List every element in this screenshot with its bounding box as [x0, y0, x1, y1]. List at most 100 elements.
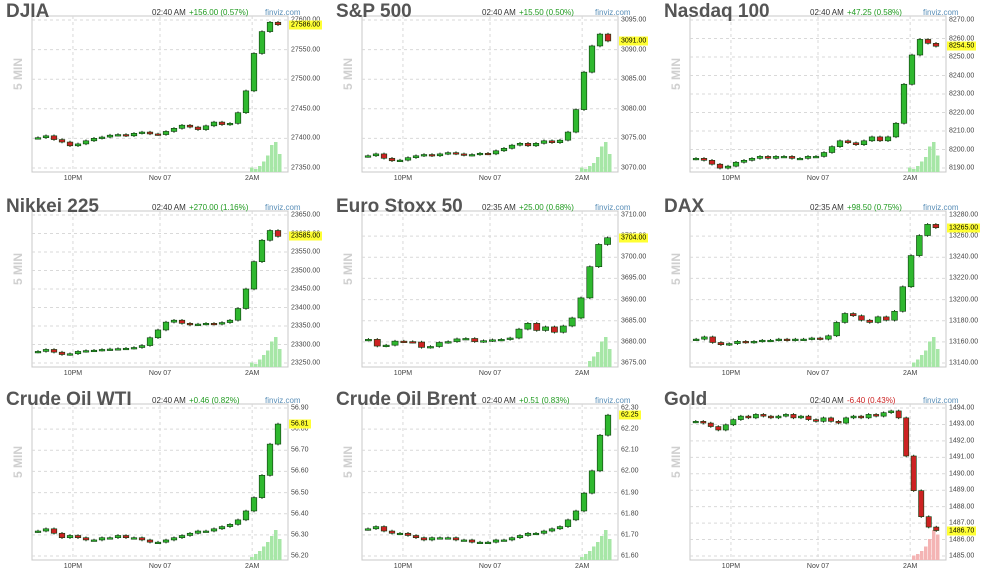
x-tick-label: Nov 07 [806, 370, 830, 377]
candle [497, 339, 505, 342]
volume-bar [592, 546, 596, 560]
price-change: +25.00 (0.68%) [519, 203, 574, 212]
volume-bar [274, 142, 278, 172]
chart-title: DAX [664, 196, 705, 217]
y-tick-label: 23400.00 [291, 304, 321, 311]
finviz-link[interactable]: finviz.com [265, 396, 301, 405]
candle [58, 351, 66, 355]
candle [130, 347, 138, 350]
candle [42, 349, 50, 352]
candle [540, 140, 548, 144]
y-tick-label: 56.50 [291, 489, 309, 497]
candle [404, 532, 412, 536]
finviz-link[interactable]: finviz.com [265, 8, 301, 17]
candle [868, 136, 876, 142]
chart-panel[interactable]: 3095.00 3090.00 3085.00 3080.00 3075.00 3070.… [330, 0, 650, 190]
volume-bar [258, 551, 262, 560]
candle [420, 537, 428, 541]
price-change: +156.00 (0.57%) [189, 8, 249, 17]
candle [34, 137, 42, 140]
candle [841, 313, 849, 323]
x-tick-label: 10PM [721, 175, 741, 182]
finviz-link[interactable]: finviz.com [923, 203, 959, 212]
candle [524, 142, 532, 147]
candle [404, 157, 412, 161]
y-tick-label: 56.40 [291, 510, 309, 518]
y-tick-label: 61.60 [621, 552, 639, 560]
y-tick-label: 3690.00 [621, 296, 647, 304]
price-change: +98.50 (0.75%) [847, 203, 902, 212]
candle [588, 470, 596, 494]
chart-panel[interactable]: 27600.00 27550.00 27500.00 27450.00 27400.00… [0, 0, 323, 190]
candle [568, 317, 576, 327]
x-tick-label: Nov 07 [478, 370, 502, 377]
candle [532, 532, 540, 536]
candle [796, 158, 804, 161]
chart-title: Crude Oil Brent [336, 389, 477, 410]
candle [372, 526, 380, 530]
finviz-link[interactable]: finviz.com [923, 8, 959, 17]
y-tick-label: 23550.00 [291, 248, 321, 256]
candle [468, 154, 476, 157]
candle [820, 152, 828, 157]
candle [548, 528, 556, 532]
candle [122, 535, 130, 539]
candle [202, 323, 210, 326]
y-tick-label: 3070.00 [621, 164, 647, 172]
candle [850, 313, 857, 317]
chart-panel[interactable]: 56.90 56.80 56.70 56.60 56.50 56.40 56.30 56.20… [0, 388, 320, 578]
finviz-link[interactable]: finviz.com [595, 396, 631, 405]
volume-bar [270, 145, 274, 172]
y-tick-label: 27350.00 [291, 164, 321, 172]
candle [468, 539, 476, 543]
candle [692, 338, 700, 341]
y-tick-label: 3090.00 [621, 46, 647, 54]
candle [564, 131, 572, 141]
x-tick-label: 2AM [574, 175, 590, 182]
chart-panel[interactable]: 1494.00 1493.00 1492.00 1491.00 1490.00 1489.… [658, 388, 978, 578]
candle [918, 490, 925, 517]
y-tick-label: 27600.00 [291, 17, 320, 24]
y-tick-label: 27400.00 [291, 134, 321, 142]
chart-panel[interactable]: 13280.00 13260.00 13240.00 13220.00 13200.00… [658, 195, 981, 385]
x-tick-label: Nov 07 [148, 370, 172, 377]
last-price-label: 56.81 [289, 419, 311, 429]
chart-title: Euro Stoxx 50 [336, 196, 463, 217]
y-tick-label: 56.30 [291, 531, 309, 539]
y-tick-label: 62.30 [621, 404, 639, 412]
candle [516, 535, 524, 539]
candle [74, 351, 82, 355]
candle [186, 323, 194, 326]
chart-panel[interactable]: 3710.003705.003700.003695.003690.003685.… [330, 195, 650, 385]
candle [895, 410, 902, 419]
candle [808, 337, 816, 340]
y-tick-label: 1491.00 [949, 453, 975, 461]
finviz-link[interactable]: finviz.com [595, 8, 631, 17]
x-tick-label: 10PM [721, 563, 741, 570]
volume-bar [588, 361, 592, 367]
candle [835, 421, 842, 424]
candle [202, 530, 210, 533]
chart-panel[interactable]: 8270.00 8260.00 8250.00 8240.00 8230.00 8220.… [658, 0, 978, 190]
candle [58, 532, 66, 539]
candle [508, 144, 516, 149]
volume-bar [592, 356, 596, 367]
candle [460, 539, 468, 542]
candle [903, 417, 910, 457]
candle [372, 153, 380, 157]
candle [764, 156, 772, 159]
finviz-link[interactable]: finviz.com [923, 396, 959, 405]
x-tick-label: Nov 07 [806, 175, 830, 182]
candle [380, 526, 388, 532]
candle [484, 541, 492, 544]
y-tick-label: 56.80 [291, 425, 309, 433]
chart-panel[interactable]: 23650.0023600.0023550.0023500.0023450.00… [0, 195, 323, 385]
y-tick-label: 23300.00 [291, 341, 321, 348]
finviz-link[interactable]: finviz.com [265, 203, 301, 212]
chart-panel[interactable]: 62.30 62.20 62.10 62.00 61.90 61.80 61.70 61.60… [330, 388, 650, 578]
candle [580, 492, 588, 512]
candle [146, 337, 154, 346]
y-tick-label: 8270.00 [949, 16, 975, 24]
candle [792, 338, 799, 341]
finviz-link[interactable]: finviz.com [595, 203, 631, 212]
